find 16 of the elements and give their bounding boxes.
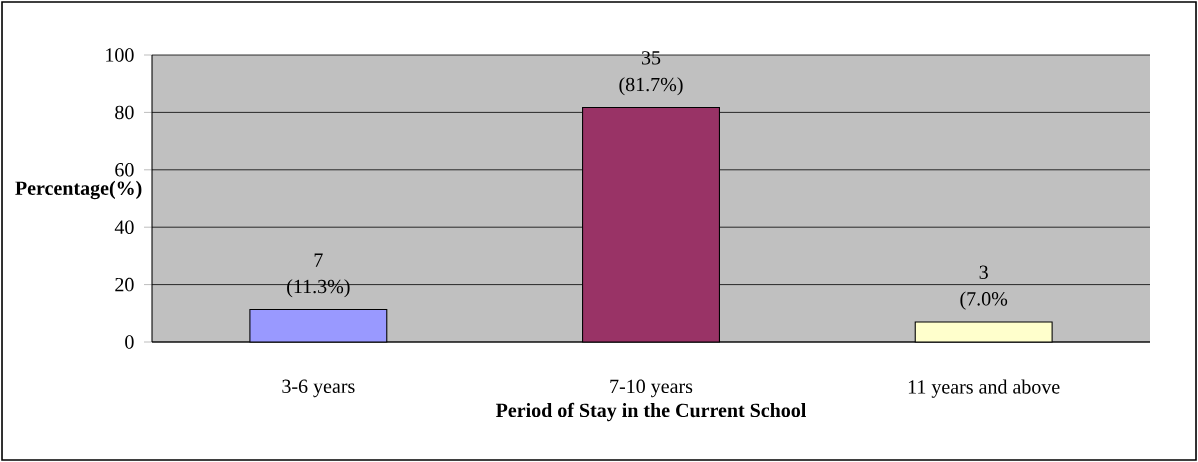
y-axis-title: Percentage(%) bbox=[15, 180, 142, 200]
annotation: 7 bbox=[314, 253, 323, 267]
x-tick-label: 11 years and above bbox=[908, 379, 1060, 398]
x-tick-label: 7-10 years bbox=[610, 379, 693, 398]
y-tick-label: 40 bbox=[114, 220, 134, 234]
annotation: 3 bbox=[979, 265, 988, 279]
x-axis-title: Period of Stay in the Current School bbox=[495, 402, 807, 422]
y-tick-label: 60 bbox=[115, 163, 134, 177]
x-tick-label: 3-6 years bbox=[282, 379, 355, 398]
annotation: 35 bbox=[641, 51, 661, 65]
y-tick-label: 80 bbox=[115, 105, 134, 120]
data-label: (7.0% bbox=[960, 291, 1008, 310]
y-tick-label: 20 bbox=[115, 277, 134, 292]
y-tick-label: 100 bbox=[106, 48, 134, 62]
data-label: (81.7%) bbox=[619, 77, 683, 96]
y-tick-label: 0 bbox=[125, 335, 134, 349]
